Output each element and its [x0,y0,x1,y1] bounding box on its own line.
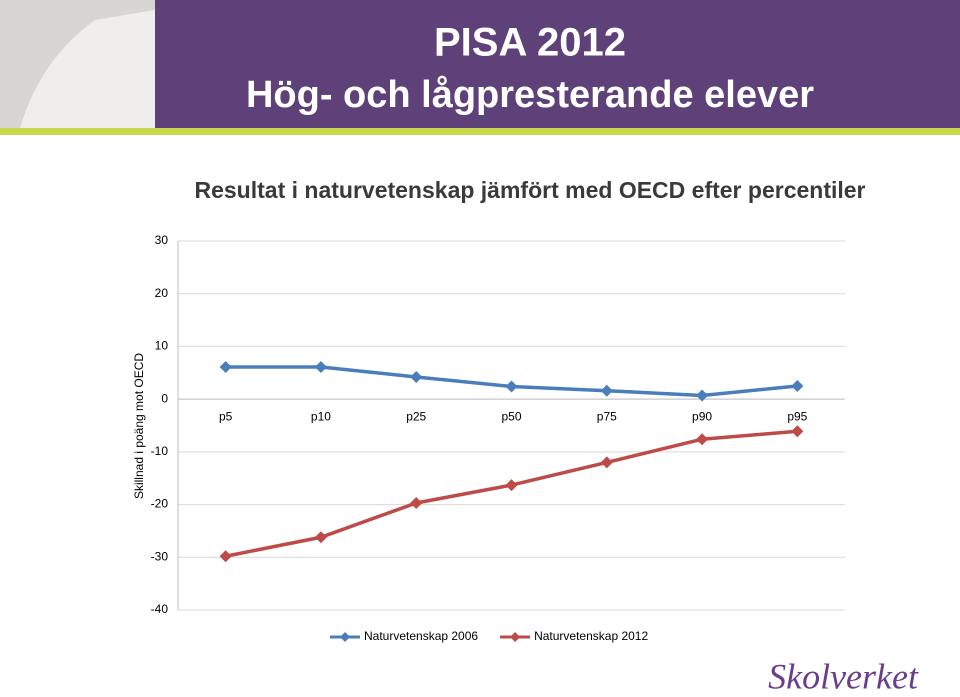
y-tick-label: 30 [155,233,169,247]
marker [410,371,423,384]
legend-marker [510,632,521,642]
x-tick-label: p10 [311,409,331,423]
y-tick-label: -10 [151,444,169,458]
marker [314,360,327,373]
x-tick-label: p95 [787,409,807,423]
marker [505,479,518,492]
x-tick-label: p50 [501,409,521,423]
y-tick-label: -40 [151,602,169,616]
marker [696,433,709,446]
marker [505,380,518,393]
x-tick-label: p90 [692,409,712,423]
legend-label: Naturvetenskap 2012 [534,629,648,643]
y-tick-label: 20 [155,286,169,300]
marker [410,496,423,509]
x-tick-label: p25 [406,409,426,423]
marker [791,425,804,438]
header-stripe [0,128,960,135]
marker [314,531,327,544]
marker [791,379,804,392]
y-tick-label: -30 [151,549,169,563]
logo: Skolverket [768,656,919,696]
x-tick-label: p5 [219,409,233,423]
legend-label: Naturvetenskap 2006 [364,629,478,643]
legend-marker [340,632,350,642]
marker [600,384,613,397]
marker [219,360,232,373]
y-tick-label: 10 [155,339,169,353]
header-title: PISA 2012 [434,21,626,65]
header-subtitle: Hög- och lågpresterande elever [246,74,814,116]
chart-title: Resultat i naturvetenskap jämfört med OE… [194,177,865,203]
marker [219,550,232,563]
header-band [0,0,960,128]
y-tick-label: -20 [151,497,169,511]
x-tick-label: p75 [597,409,617,423]
photo-shape [20,10,155,128]
marker [600,456,613,469]
y-tick-label: 0 [161,391,168,405]
y-axis-title: Skillnad i poäng mot OECD [132,353,146,499]
series-line [225,429,798,558]
marker [696,389,709,402]
